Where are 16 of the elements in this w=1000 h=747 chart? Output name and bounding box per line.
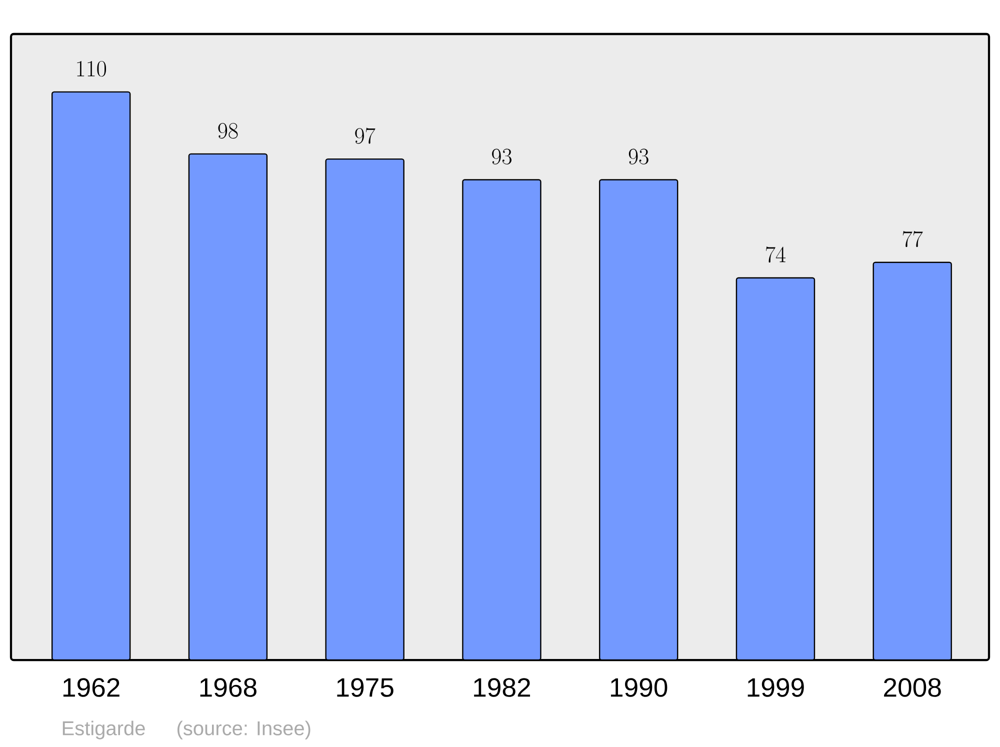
x-tick-label: 1999 [748,678,804,697]
data-label: 110 [77,61,106,77]
text: (source: Insee) [178,720,310,740]
x-tick-label: 1968 [200,678,256,697]
text: Estigarde [62,720,145,740]
data-label: 93 [628,148,648,164]
x-tick-label: 1962 [63,678,120,697]
data-label: 93 [492,148,512,164]
x-tick-label: 1982 [474,678,530,697]
data-label: 77 [902,231,923,248]
x-tick-label: 2008 [884,678,941,697]
x-tick-label: 1990 [610,678,668,697]
x-tick-label: 1975 [337,678,394,697]
data-label: 74 [766,246,786,263]
data-label: 97 [355,128,376,144]
data-label: 98 [218,122,238,139]
